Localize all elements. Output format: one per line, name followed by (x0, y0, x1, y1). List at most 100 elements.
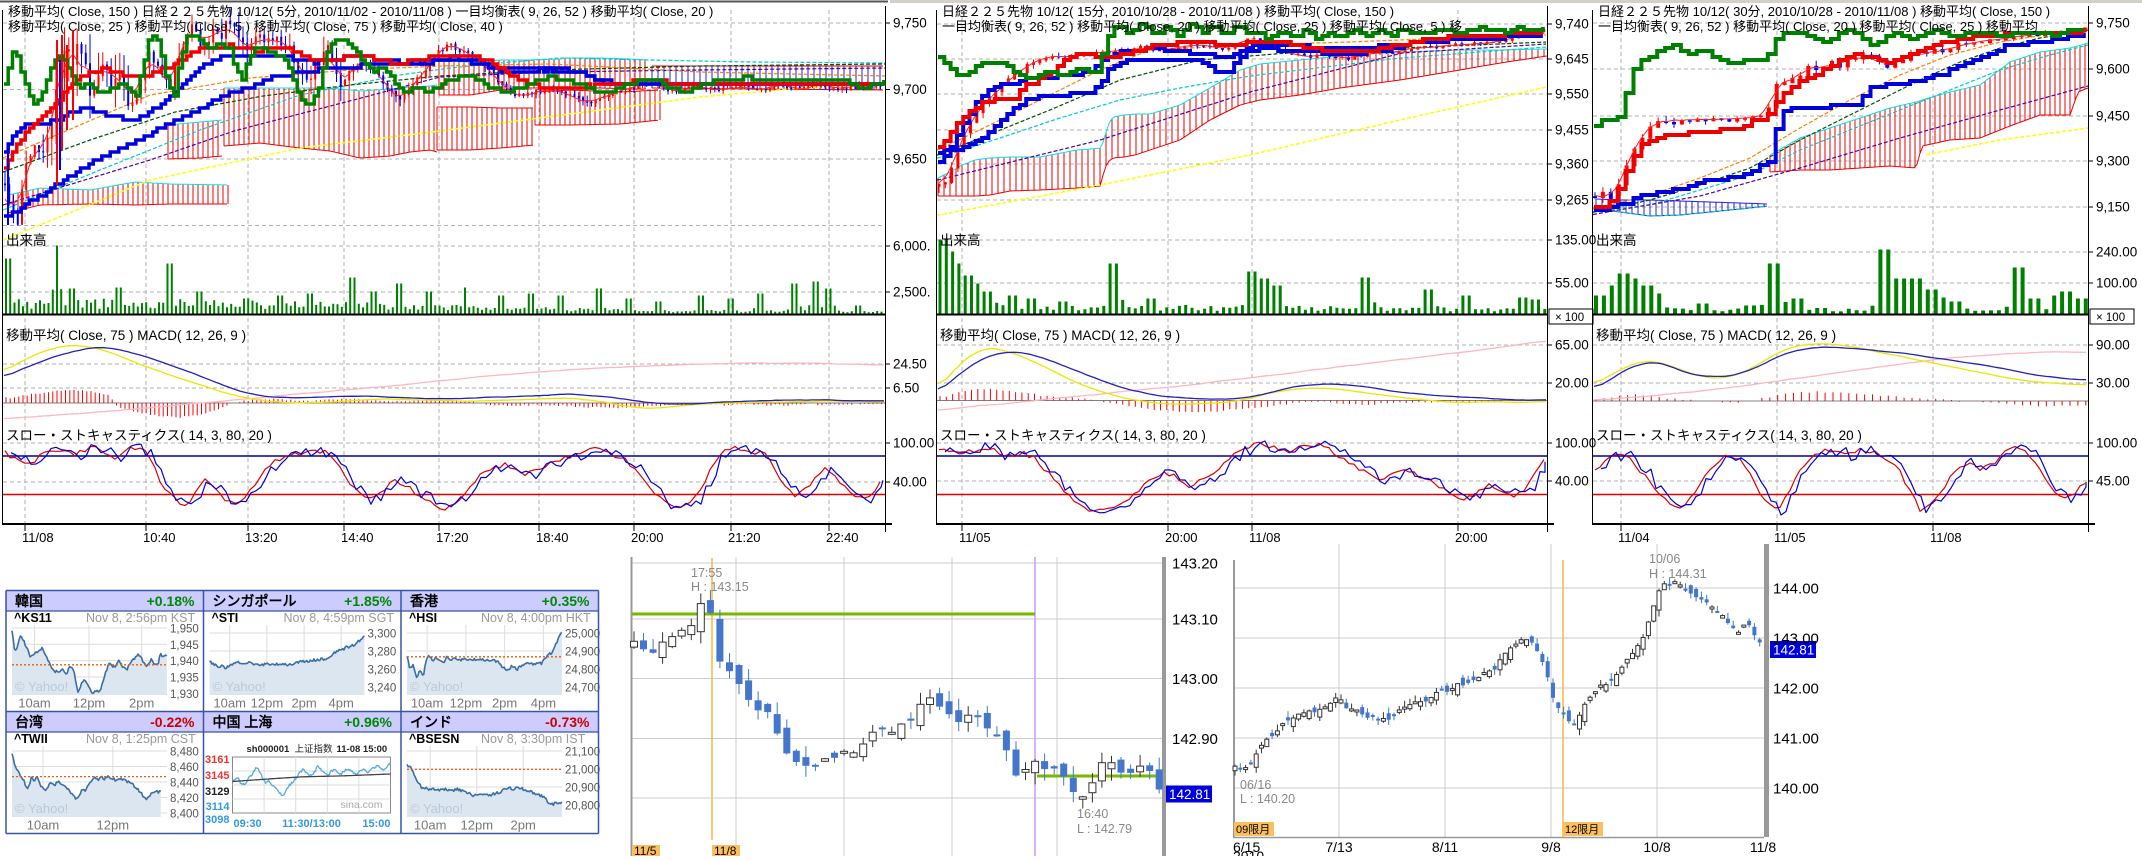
svg-text:3098: 3098 (205, 814, 229, 826)
svg-text:× 100: × 100 (2096, 312, 2125, 324)
svg-text:+0.96%: +0.96% (344, 714, 392, 730)
svg-text:240.00: 240.00 (2096, 245, 2137, 260)
svg-text:45.00: 45.00 (2096, 474, 2130, 489)
svg-text:20.00: 20.00 (1555, 376, 1589, 391)
svg-text:40.00: 40.00 (1555, 474, 1589, 489)
svg-text:8,400: 8,400 (170, 809, 199, 821)
svg-text:21,100: 21,100 (565, 747, 600, 759)
svg-text:10:40: 10:40 (143, 530, 176, 545)
svg-text:移動平均( Close, 25 ) 移動平均( C: 移動平均( Close, 25 ) 移動平均( Close, 5 ) 移動平均(… (8, 19, 503, 34)
svg-text:20:00: 20:00 (1165, 530, 1198, 545)
svg-text:144.00: 144.00 (1773, 581, 1819, 598)
svg-text:9,450: 9,450 (2096, 109, 2130, 124)
svg-text:3114: 3114 (206, 801, 231, 813)
svg-text:55.00: 55.00 (1555, 276, 1589, 291)
svg-text:100.00: 100.00 (893, 436, 934, 451)
svg-text:12pm: 12pm (450, 696, 483, 711)
svg-text:一目均衡表( 9, 26, 52 ) 移動平均( Cl: 一目均衡表( 9, 26, 52 ) 移動平均( Close, 20 ) 移動平… (1598, 19, 2038, 34)
svg-text:Nov 8, 1:25pm CST: Nov 8, 1:25pm CST (86, 732, 196, 746)
svg-text:-0.22%: -0.22% (150, 714, 195, 730)
svg-text:6.50: 6.50 (893, 381, 919, 396)
svg-text:10am: 10am (414, 818, 447, 833)
svg-text:3161: 3161 (205, 754, 229, 766)
svg-text:142.00: 142.00 (1773, 681, 1819, 698)
svg-text:^STI: ^STI (212, 611, 239, 625)
svg-text:sina.com: sina.com (340, 799, 382, 811)
svg-text:上证指数: 上证指数 (295, 743, 334, 755)
svg-text:台湾: 台湾 (15, 714, 43, 730)
svg-text:スロー・ストキャスティクス( 14, 3, 80, 20 ): スロー・ストキャスティクス( 14, 3, 80, 20 ) (1596, 428, 1862, 443)
svg-text:24,900: 24,900 (565, 647, 600, 659)
svg-text:8,420: 8,420 (170, 793, 199, 805)
svg-text:40.00: 40.00 (893, 475, 927, 490)
svg-text:11/08: 11/08 (1249, 530, 1281, 545)
svg-text:20:00: 20:00 (631, 530, 664, 545)
svg-text:143.10: 143.10 (1172, 612, 1218, 629)
svg-text:+0.35%: +0.35% (542, 593, 590, 609)
svg-text:移動平均( Close, 75 ) MACD( 12,: 移動平均( Close, 75 ) MACD( 12, 26, 9 ) (940, 328, 1180, 343)
svg-text:100.00: 100.00 (2096, 276, 2137, 291)
svg-text:一目均衡表( 9, 26, 52 ) 移動平均( Cl: 一目均衡表( 9, 26, 52 ) 移動平均( Close, 20 ) 移動平… (942, 19, 1462, 34)
svg-text:3,240: 3,240 (368, 683, 397, 695)
svg-text:© Yahoo!: © Yahoo! (15, 801, 68, 816)
svg-text:135.00: 135.00 (1555, 233, 1596, 248)
svg-text:6,000.: 6,000. (893, 239, 931, 254)
svg-text:L : 140.20: L : 140.20 (1240, 792, 1295, 806)
svg-text:H : 143.15: H : 143.15 (691, 580, 749, 594)
svg-text:1,945: 1,945 (170, 640, 199, 652)
svg-text:12pm: 12pm (97, 818, 130, 833)
svg-text:30.00: 30.00 (2096, 376, 2130, 391)
svg-text:9,550: 9,550 (1555, 87, 1589, 102)
svg-text:スロー・ストキャスティクス( 14, 3, 80, 20 ): スロー・ストキャスティクス( 14, 3, 80, 20 ) (940, 428, 1206, 443)
svg-text:9,360: 9,360 (1555, 157, 1589, 172)
svg-text:11/05: 11/05 (959, 530, 991, 545)
svg-text:© Yahoo!: © Yahoo! (410, 801, 463, 816)
svg-text:3145: 3145 (205, 770, 229, 782)
svg-text:142.81: 142.81 (1169, 787, 1210, 802)
svg-text:1,930: 1,930 (170, 689, 199, 701)
svg-text:9,150: 9,150 (2096, 200, 2130, 215)
svg-text:13:20: 13:20 (245, 530, 278, 545)
svg-text:出来高: 出来高 (6, 232, 47, 248)
svg-text:2pm: 2pm (129, 696, 154, 711)
svg-text:14:40: 14:40 (341, 530, 374, 545)
svg-text:11/08: 11/08 (1930, 530, 1962, 545)
svg-text:90.00: 90.00 (2096, 338, 2130, 353)
svg-text:11/05: 11/05 (1774, 530, 1806, 545)
svg-text:移動平均( Close, 150 ) 日経２２５先: 移動平均( Close, 150 ) 日経２２５先物 10/12( 5分, 20… (8, 4, 713, 19)
svg-text:11/8: 11/8 (714, 844, 737, 856)
svg-text:日経２２５先物 10/12( 30分, 2010/10/28: 日経２２５先物 10/12( 30分, 2010/10/28 - 2010/11… (1598, 4, 2050, 19)
svg-text:1,935: 1,935 (170, 673, 199, 685)
svg-text:2pm: 2pm (511, 818, 536, 833)
svg-text:3,300: 3,300 (368, 629, 397, 641)
svg-text:^HSI: ^HSI (409, 611, 437, 625)
svg-text:移動平均( Close, 75 ) MACD( 12,: 移動平均( Close, 75 ) MACD( 12, 26, 9 ) (6, 328, 246, 343)
svg-text:9/8: 9/8 (1541, 839, 1561, 855)
svg-text:24,700: 24,700 (565, 683, 600, 695)
svg-text:8,440: 8,440 (170, 778, 199, 790)
svg-text:Nov 8, 4:59pm SGT: Nov 8, 4:59pm SGT (284, 611, 395, 625)
svg-text:140.00: 140.00 (1773, 781, 1819, 798)
svg-text:18:40: 18:40 (536, 530, 569, 545)
svg-text:© Yahoo!: © Yahoo! (15, 679, 68, 694)
svg-text:24.50: 24.50 (893, 357, 927, 372)
svg-text:143.20: 143.20 (1172, 556, 1218, 573)
svg-text:1,950: 1,950 (170, 624, 199, 636)
svg-text:9,650: 9,650 (893, 152, 927, 167)
svg-text:韓国: 韓国 (15, 593, 43, 609)
svg-text:© Yahoo!: © Yahoo! (410, 679, 463, 694)
svg-text:3,260: 3,260 (368, 665, 397, 677)
svg-text:142.90: 142.90 (1172, 731, 1218, 748)
svg-text:142.81: 142.81 (1773, 643, 1814, 658)
svg-text:4pm: 4pm (531, 696, 556, 711)
svg-text:12限月: 12限月 (1565, 823, 1599, 836)
svg-text:3,280: 3,280 (368, 647, 397, 659)
svg-text:10/06: 10/06 (1649, 552, 1680, 566)
svg-text:© Yahoo!: © Yahoo! (213, 679, 266, 694)
svg-text:09限月: 09限月 (1236, 823, 1270, 836)
svg-text:20,800: 20,800 (565, 801, 600, 813)
svg-text:中国 上海: 中国 上海 (213, 714, 273, 730)
svg-text:8,460: 8,460 (170, 762, 199, 774)
svg-text:143.00: 143.00 (1773, 631, 1819, 648)
svg-text:+1.85%: +1.85% (344, 593, 392, 609)
